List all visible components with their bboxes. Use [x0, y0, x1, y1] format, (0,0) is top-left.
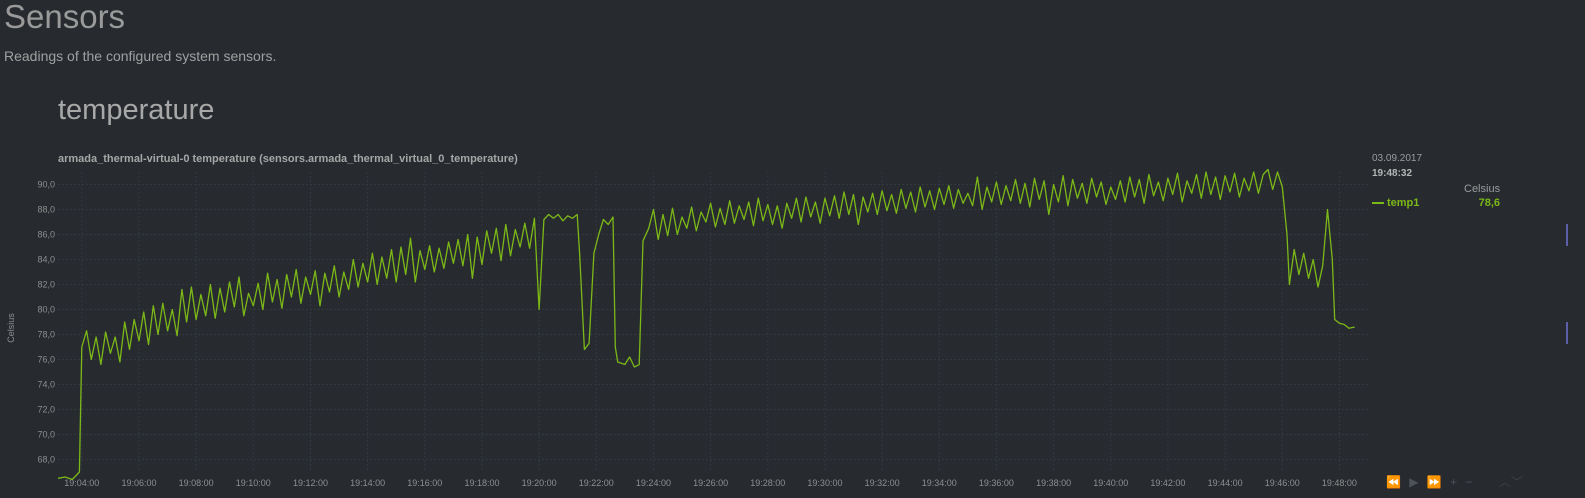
page-subtitle: Readings of the configured system sensor…: [4, 48, 277, 64]
chart-grid: [58, 172, 1368, 472]
series-line-temp1: [57, 168, 1355, 481]
legend-series-value: 78,6: [1478, 197, 1500, 209]
chart-series: [57, 168, 1355, 481]
y-tick-label: 82,0: [37, 280, 55, 290]
y-tick-label: 68,0: [37, 455, 55, 465]
y-tick-label: 76,0: [37, 355, 55, 365]
resize-icon[interactable]: ︿﹀: [1498, 475, 1523, 489]
x-tick-label: 19:18:00: [464, 478, 499, 488]
legend-date: 03.09.2017: [1372, 153, 1423, 164]
chart-title: armada_thermal-virtual-0 temperature (se…: [58, 153, 518, 165]
legend-series-temp1[interactable]: temp1 78,6: [1372, 197, 1502, 209]
y-axis: 68,0 70,0 72,0 74,0 76,0 78,0 80,0 82,0 84,0 86,0…: [37, 180, 55, 465]
x-tick-label: 19:48:00: [1322, 478, 1357, 488]
scroll-marker: [1566, 322, 1568, 344]
x-tick-label: 19:16:00: [407, 478, 442, 488]
x-tick-label: 19:12:00: [293, 478, 328, 488]
zoom-out-icon[interactable]: −: [1465, 475, 1473, 489]
x-tick-label: 19:34:00: [922, 478, 957, 488]
x-tick-label: 19:46:00: [1265, 478, 1300, 488]
legend-swatch: [1372, 202, 1384, 205]
x-tick-label: 19:36:00: [979, 478, 1014, 488]
y-axis-label: Celsius: [6, 313, 16, 343]
y-tick-label: 70,0: [37, 430, 55, 440]
chart-toolbar: ⏪ ▶ ⏩ + − ︿﹀: [1386, 473, 1528, 490]
fast-forward-icon[interactable]: ⏩: [1426, 475, 1442, 489]
legend-units: Celsius: [1464, 183, 1501, 195]
y-tick-label: 90,0: [37, 180, 55, 190]
x-tick-label: 19:32:00: [865, 478, 900, 488]
play-icon[interactable]: ▶: [1409, 475, 1419, 489]
x-tick-label: 19:38:00: [1036, 478, 1071, 488]
legend-time: 19:48:32: [1372, 168, 1413, 179]
chart-legend: 03.09.2017 19:48:32 Celsius temp1 78,6: [1372, 153, 1512, 209]
x-tick-label: 19:08:00: [179, 478, 214, 488]
x-tick-label: 19:42:00: [1150, 478, 1185, 488]
y-tick-label: 78,0: [37, 330, 55, 340]
y-tick-label: 88,0: [37, 205, 55, 215]
x-tick-label: 19:26:00: [693, 478, 728, 488]
y-tick-label: 84,0: [37, 255, 55, 265]
x-tick-label: 19:06:00: [121, 478, 156, 488]
rewind-icon[interactable]: ⏪: [1386, 475, 1401, 489]
section-title: temperature: [58, 94, 215, 126]
x-tick-label: 19:20:00: [522, 478, 557, 488]
zoom-in-icon[interactable]: +: [1450, 475, 1458, 489]
x-tick-label: 19:14:00: [350, 478, 385, 488]
x-tick-label: 19:10:00: [236, 478, 271, 488]
page-title: Sensors: [4, 0, 126, 35]
x-tick-label: 19:30:00: [807, 478, 842, 488]
x-tick-label: 19:24:00: [636, 478, 671, 488]
scroll-marker: [1566, 224, 1568, 246]
y-tick-label: 74,0: [37, 380, 55, 390]
x-tick-label: 19:04:00: [64, 478, 99, 488]
x-axis: 19:04:00 19:06:00 19:08:00 19:10:00 19:12:00…: [64, 478, 1357, 488]
x-tick-label: 19:40:00: [1093, 478, 1128, 488]
legend-series-name: temp1: [1387, 197, 1420, 210]
x-tick-label: 19:28:00: [750, 478, 785, 488]
y-tick-label: 80,0: [37, 305, 55, 315]
x-tick-label: 19:44:00: [1208, 478, 1243, 488]
y-tick-label: 72,0: [37, 405, 55, 415]
x-tick-label: 19:22:00: [579, 478, 614, 488]
y-tick-label: 86,0: [37, 230, 55, 240]
